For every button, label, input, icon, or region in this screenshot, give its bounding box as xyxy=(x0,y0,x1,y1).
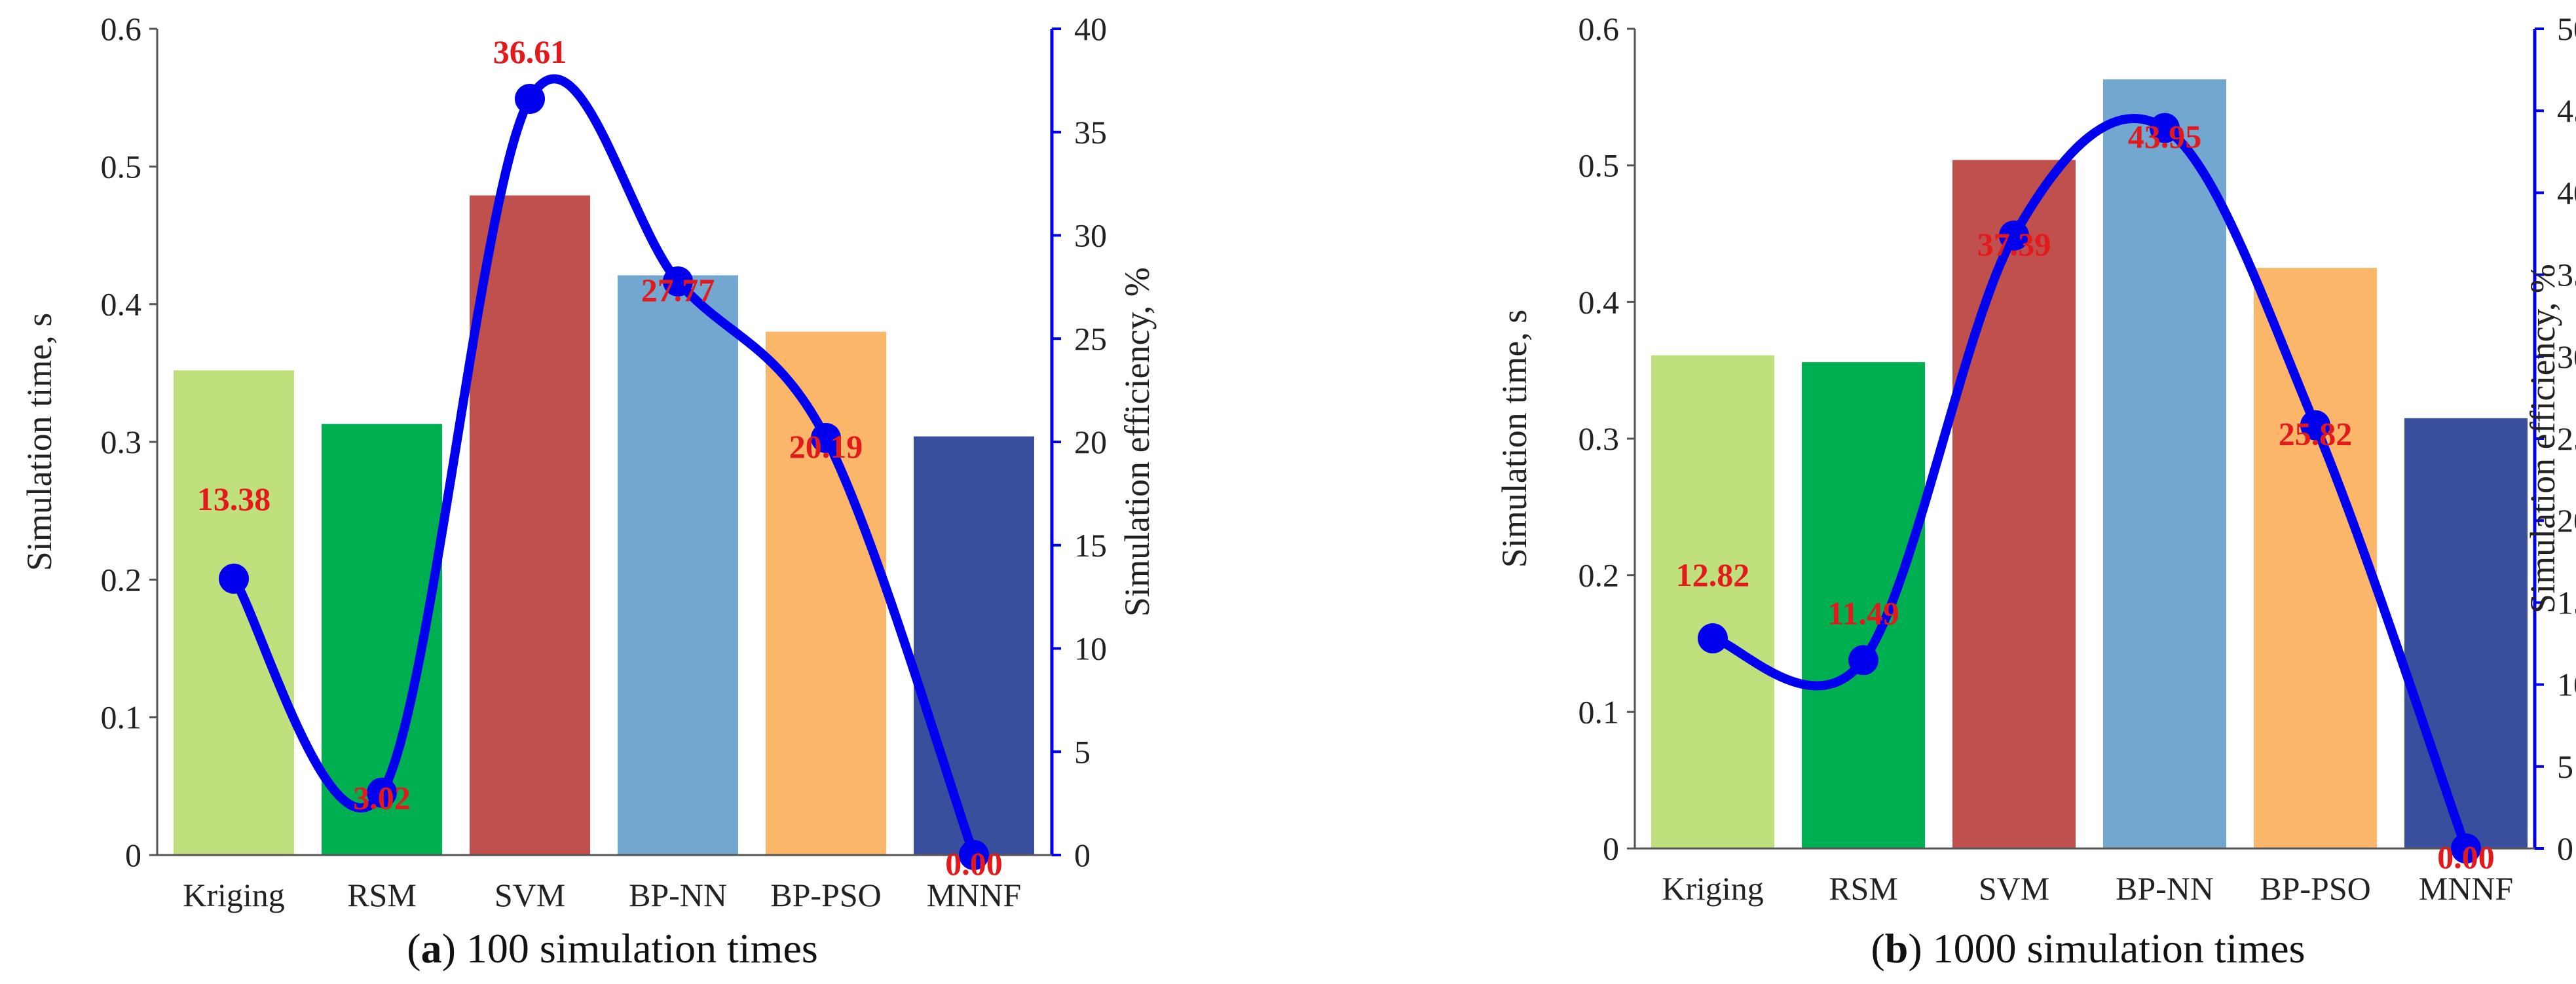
y-tick-label-left: 0.4 xyxy=(101,286,142,323)
caption-paren-open: ( xyxy=(407,925,420,972)
caption-paren-close: ) xyxy=(1908,925,1932,972)
efficiency-point-mnnf xyxy=(2451,833,2481,864)
y-tick-label-right: 30 xyxy=(2557,338,2576,375)
y-tick-label-right: 40 xyxy=(1074,10,1107,47)
y-tick-label-right: 35 xyxy=(2557,257,2576,293)
y-tick-label-left: 0.3 xyxy=(101,424,142,460)
y-tick-label-left: 0.2 xyxy=(1578,557,1620,594)
efficiency-data-label: 25.82 xyxy=(2279,415,2353,452)
caption-text: 100 simulation times xyxy=(466,925,818,972)
x-tick-label: RSM xyxy=(1829,870,1898,907)
efficiency-point-bp-pso xyxy=(2300,410,2330,441)
y-tick-label-right: 0 xyxy=(2557,830,2573,867)
y-tick-label-left: 0.3 xyxy=(1578,420,1620,457)
y-tick-label-left: 0.5 xyxy=(1578,147,1620,184)
efficiency-data-label: 36.61 xyxy=(493,33,567,70)
y-tick-label-right: 0 xyxy=(1074,837,1091,873)
x-tick-label: BP-NN xyxy=(629,877,727,913)
y-tick-label-left: 0.6 xyxy=(1578,10,1620,47)
bar-rsm xyxy=(1802,362,1925,848)
x-tick-label: Kriging xyxy=(183,877,285,913)
y-axis-title-left: Simulation time, s xyxy=(1495,310,1534,568)
caption-panel-letter: a xyxy=(421,925,442,972)
y-axis-title-right: Simulation efficiency, % xyxy=(2523,264,2562,613)
panel-caption: (b) 1000 simulation times xyxy=(1871,925,2305,972)
panel-caption: (a) 100 simulation times xyxy=(407,925,818,972)
y-tick-label-left: 0 xyxy=(1603,830,1619,867)
bar-kriging xyxy=(1651,355,1774,848)
y-tick-label-left: 0.5 xyxy=(101,148,142,185)
caption-paren-open: ( xyxy=(1871,925,1884,972)
y-tick-label-right: 15 xyxy=(1074,527,1107,564)
caption-paren-close: ) xyxy=(442,925,466,972)
bar-mnnf xyxy=(2404,418,2528,848)
efficiency-point-rsm xyxy=(1848,645,1878,676)
efficiency-point-bp-pso xyxy=(811,423,841,454)
x-tick-label: RSM xyxy=(347,877,417,913)
y-tick-label-right: 5 xyxy=(2557,748,2573,785)
x-tick-label: BP-PSO xyxy=(770,877,882,913)
y-tick-label-right: 50 xyxy=(2557,10,2576,47)
bar-svm xyxy=(470,195,590,856)
efficiency-data-label: 12.82 xyxy=(1676,556,1750,593)
efficiency-point-kriging xyxy=(1698,623,1728,653)
efficiency-point-svm xyxy=(1999,220,2029,251)
x-tick-label: MNNF xyxy=(927,877,1021,913)
efficiency-data-label: 11.49 xyxy=(1827,594,1899,631)
y-tick-label-right: 20 xyxy=(2557,502,2576,539)
y-tick-label-left: 0.1 xyxy=(101,699,142,736)
x-tick-label: BP-PSO xyxy=(2260,870,2371,907)
x-tick-label: MNNF xyxy=(2419,870,2513,907)
x-tick-label: BP-NN xyxy=(2116,870,2214,907)
efficiency-data-label: 13.38 xyxy=(197,481,271,517)
efficiency-point-rsm xyxy=(367,777,397,808)
efficiency-data-label: 43.95 xyxy=(2128,118,2202,155)
y-tick-label-left: 0.1 xyxy=(1578,693,1620,730)
efficiency-point-bp-nn xyxy=(663,266,693,297)
efficiency-data-label: 0.00 xyxy=(2437,839,2495,875)
bar-bp-nn xyxy=(618,275,738,855)
bar-bp-nn xyxy=(2103,79,2226,848)
y-tick-label-right: 45 xyxy=(2557,92,2576,129)
y-axis-title-right: Simulation efficiency, % xyxy=(1117,267,1157,617)
x-tick-label: SVM xyxy=(495,877,565,913)
y-tick-label-left: 0 xyxy=(125,837,141,873)
efficiency-data-label: 0.00 xyxy=(945,845,1003,882)
caption-text: 1000 simulation times xyxy=(1933,925,2305,972)
y-tick-label-right: 5 xyxy=(1074,733,1091,770)
bar-svm xyxy=(1952,160,2076,848)
efficiency-point-bp-nn xyxy=(2150,113,2180,143)
efficiency-line xyxy=(229,74,979,860)
efficiency-data-label: 27.77 xyxy=(641,272,715,308)
y-tick-label-right: 10 xyxy=(2557,666,2576,703)
y-axis-title-left: Simulation time, s xyxy=(20,313,59,572)
y-tick-label-right: 10 xyxy=(1074,630,1107,667)
bar-mnnf xyxy=(914,436,1034,855)
efficiency-data-label: 20.19 xyxy=(789,428,863,465)
y-tick-label-right: 35 xyxy=(1074,114,1107,151)
y-tick-label-right: 25 xyxy=(2557,420,2576,457)
chart-panel-b: 0 0.1 0.2 0.3 0.4 0.5 0.6 0 5 10 15 20 25 30 35 40 45 50 K… xyxy=(1495,10,2576,972)
x-tick-label: Kriging xyxy=(1662,870,1764,907)
y-tick-label-right: 25 xyxy=(1074,320,1107,357)
caption-panel-letter: b xyxy=(1885,925,1909,972)
y-tick-label-left: 0.2 xyxy=(101,561,142,598)
efficiency-point-svm xyxy=(515,83,545,114)
bar-bp-pso xyxy=(766,331,886,855)
y-tick-label-left: 0.4 xyxy=(1578,283,1620,320)
chart-panel-a: 0 0.1 0.2 0.3 0.4 0.5 0.6 0 5 10 15 20 25 30 35 40 Krigi… xyxy=(20,10,1157,972)
y-tick-label-right: 30 xyxy=(1074,217,1107,254)
efficiency-point-kriging xyxy=(219,563,249,594)
y-tick-label-right: 15 xyxy=(2557,584,2576,621)
efficiency-data-label: 37.39 xyxy=(1977,226,2051,263)
y-tick-label-right: 20 xyxy=(1074,424,1107,460)
y-tick-label-right: 40 xyxy=(2557,174,2576,211)
bar-bp-pso xyxy=(2254,268,2377,849)
efficiency-point-mnnf xyxy=(959,840,989,870)
bar-kriging xyxy=(174,370,294,855)
efficiency-data-label: 3.02 xyxy=(353,780,411,816)
x-tick-label: SVM xyxy=(1979,870,2049,907)
y-tick-label-left: 0.6 xyxy=(101,10,142,47)
